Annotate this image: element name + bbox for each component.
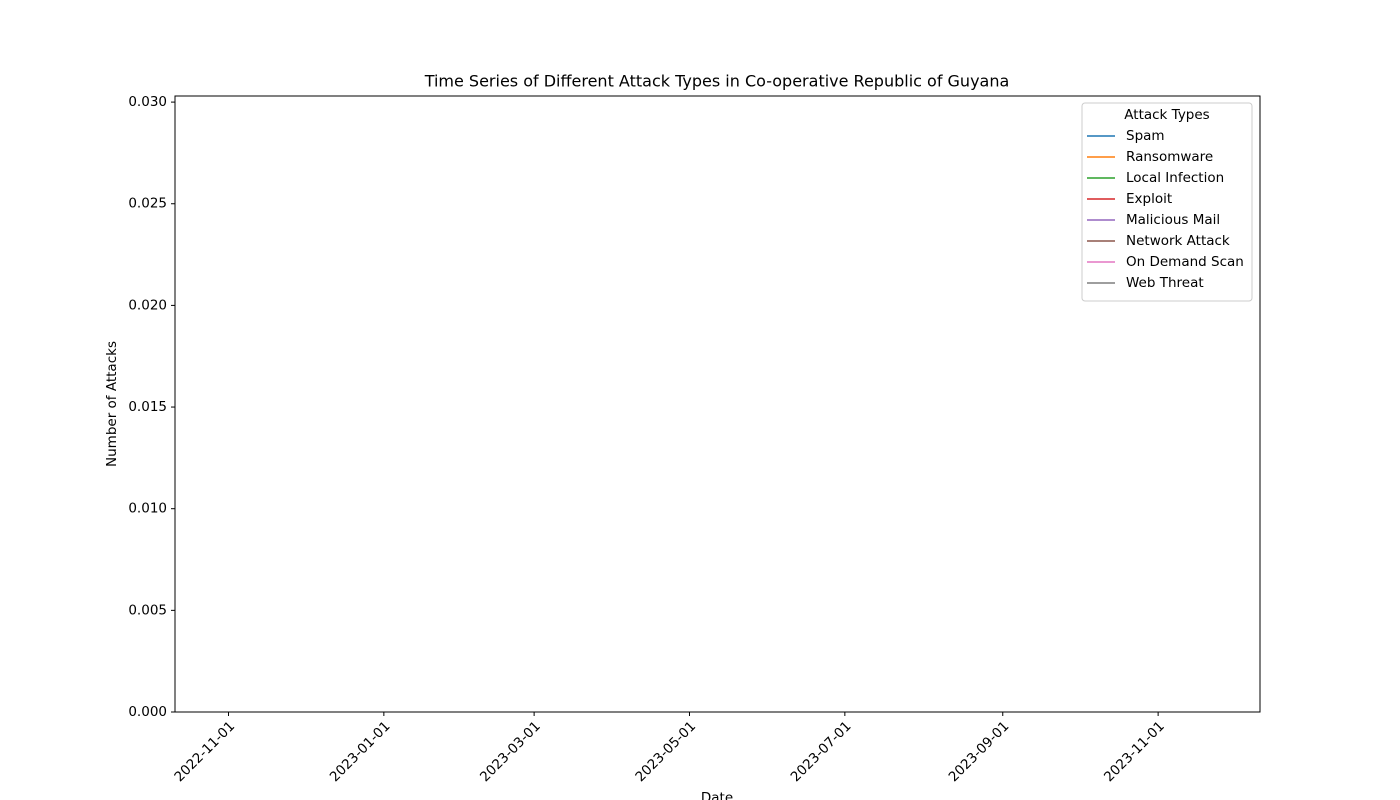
x-tick-label: 2023-03-01 bbox=[477, 718, 544, 785]
y-tick-label: 0.010 bbox=[128, 501, 167, 517]
x-tick-label: 2023-09-01 bbox=[946, 718, 1013, 785]
y-tick-label: 0.015 bbox=[128, 399, 167, 415]
legend-title: Attack Types bbox=[1124, 107, 1209, 123]
legend-label: Local Infection bbox=[1126, 170, 1224, 186]
legend-label: Ransomware bbox=[1126, 149, 1213, 165]
legend-label: On Demand Scan bbox=[1126, 254, 1244, 270]
x-axis-label: Date bbox=[701, 790, 733, 800]
y-tick-label: 0.030 bbox=[128, 94, 167, 110]
y-tick-label: 0.025 bbox=[128, 196, 167, 212]
legend-label: Web Threat bbox=[1126, 275, 1204, 291]
legend-label: Exploit bbox=[1126, 191, 1172, 207]
x-tick-label: 2023-01-01 bbox=[327, 718, 394, 785]
x-tick-label: 2023-05-01 bbox=[632, 718, 699, 785]
y-tick-label: 0.005 bbox=[128, 602, 167, 618]
x-tick-label: 2023-07-01 bbox=[788, 718, 855, 785]
y-tick-label: 0.020 bbox=[128, 297, 167, 313]
legend: Attack Types Spam Ransomware Local Infectio… bbox=[1081, 102, 1253, 302]
legend-box bbox=[1081, 102, 1253, 302]
legend-label: Malicious Mail bbox=[1126, 212, 1220, 228]
y-tick-label: 0.000 bbox=[128, 704, 167, 720]
y-axis-label: Number of Attacks bbox=[104, 341, 120, 467]
legend-label: Network Attack bbox=[1126, 233, 1230, 249]
plot-frame bbox=[174, 95, 1261, 713]
x-tick-label: 2023-11-01 bbox=[1101, 718, 1168, 785]
legend-label: Spam bbox=[1126, 128, 1165, 144]
x-tick-label: 2022-11-01 bbox=[171, 718, 238, 785]
chart-title: Time Series of Different Attack Types in… bbox=[424, 72, 1010, 91]
